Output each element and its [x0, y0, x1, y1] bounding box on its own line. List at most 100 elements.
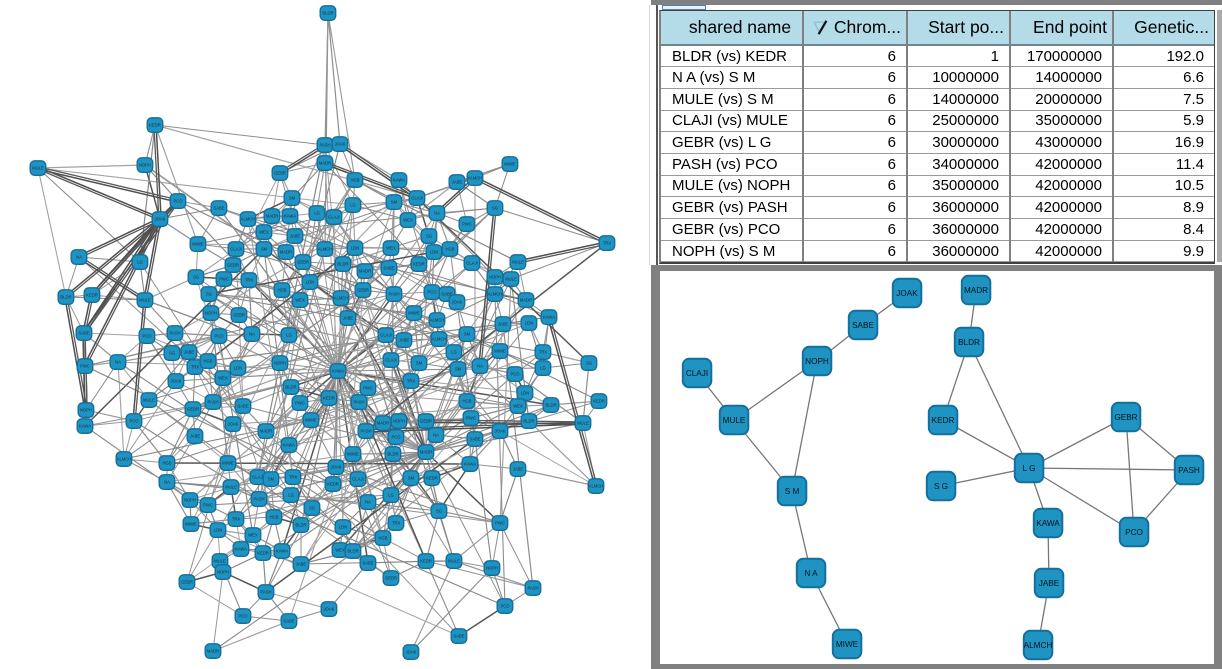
svg-text:ALMCH: ALMCH [1024, 641, 1053, 650]
svg-text:PASH: PASH [319, 143, 330, 148]
svg-text:PASH: PASH [527, 586, 538, 591]
svg-text:MIWE: MIWE [305, 418, 317, 423]
svg-text:SABE: SABE [383, 266, 394, 271]
svg-text:LDN: LDN [525, 321, 533, 326]
svg-text:JOAK: JOAK [331, 465, 342, 470]
svg-text:SM: SM [268, 477, 275, 482]
svg-text:JABE: JABE [190, 434, 201, 439]
svg-text:BLDR: BLDR [347, 549, 358, 554]
svg-text:SG: SG [426, 234, 432, 239]
svg-text:TRX: TRX [289, 475, 298, 480]
svg-text:TRX: TRX [603, 241, 612, 246]
svg-text:GEBR: GEBR [187, 407, 199, 412]
svg-text:MADR: MADR [260, 429, 272, 434]
svg-text:MULE: MULE [723, 416, 746, 425]
svg-text:TRX: TRX [232, 517, 241, 522]
svg-text:KAWA: KAWA [464, 462, 476, 467]
svg-text:TRX: TRX [392, 521, 401, 526]
svg-text:PASH: PASH [260, 590, 271, 595]
svg-text:SABE: SABE [213, 206, 224, 211]
svg-text:MADR: MADR [207, 649, 219, 654]
svg-text:HGB: HGB [378, 536, 387, 541]
svg-text:GEBR: GEBR [1114, 413, 1137, 422]
svg-text:TRX: TRX [245, 278, 254, 283]
svg-text:S M: S M [785, 487, 800, 496]
svg-text:ALMCH: ALMCH [432, 337, 447, 342]
svg-text:GEBR: GEBR [420, 419, 432, 424]
svg-text:JABE: JABE [184, 350, 195, 355]
svg-text:SM: SM [408, 476, 415, 481]
svg-text:KAWA: KAWA [543, 315, 555, 320]
svg-text:HGB: HGB [203, 359, 212, 364]
svg-text:KEDR: KEDR [932, 416, 955, 425]
svg-text:SG: SG [492, 206, 498, 211]
svg-text:NOPH: NOPH [217, 570, 229, 575]
svg-text:SABE: SABE [362, 561, 373, 566]
svg-text:KEDR: KEDR [257, 551, 269, 556]
svg-text:NOPH: NOPH [274, 361, 286, 366]
svg-text:KEDR: KEDR [593, 399, 605, 404]
svg-text:KEDR: KEDR [420, 559, 432, 564]
svg-text:JOAK: JOAK [406, 650, 417, 655]
svg-text:KEDR: KEDR [86, 293, 98, 298]
svg-text:NOPH: NOPH [486, 566, 498, 571]
svg-text:PWC: PWC [363, 386, 373, 391]
svg-text:BLDR: BLDR [322, 11, 333, 16]
svg-text:WEX: WEX [218, 376, 228, 381]
svg-text:CLAJI: CLAJI [380, 333, 391, 338]
svg-text:ALMCH: ALMCH [334, 296, 349, 301]
svg-text:PWC: PWC [219, 277, 229, 282]
svg-text:MULE: MULE [214, 559, 226, 564]
svg-text:SABE: SABE [441, 292, 452, 297]
svg-text:GEBR: GEBR [274, 171, 286, 176]
svg-text:MADR: MADR [319, 161, 331, 166]
svg-text:JOAK: JOAK [452, 300, 463, 305]
svg-text:JOAK: JOAK [228, 422, 239, 427]
svg-text:PCO: PCO [391, 435, 401, 440]
svg-text:NOPH: NOPH [139, 163, 151, 168]
svg-text:SM: SM [416, 361, 423, 366]
svg-text:WEX: WEX [259, 230, 269, 235]
svg-text:JABE: JABE [1039, 579, 1060, 588]
svg-text:LDN: LDN [430, 250, 438, 255]
svg-text:CLAJI: CLAJI [328, 215, 339, 220]
svg-text:NOPH: NOPH [393, 419, 405, 424]
svg-text:LDN: LDN [521, 391, 529, 396]
svg-text:NOPH: NOPH [205, 311, 217, 316]
svg-text:N A: N A [804, 569, 818, 578]
svg-text:MADR: MADR [964, 286, 988, 295]
svg-text:GEBR: GEBR [233, 313, 245, 318]
svg-text:GEBR: GEBR [227, 263, 239, 268]
svg-text:CLAJI: CLAJI [686, 369, 708, 378]
svg-text:MIWE: MIWE [408, 311, 420, 316]
svg-text:CLAJI: CLAJI [252, 475, 263, 480]
svg-text:BLDR: BLDR [60, 295, 71, 300]
svg-text:LG: LG [451, 350, 457, 355]
svg-text:ALMCH: ALMCH [589, 484, 604, 489]
svg-text:WEX: WEX [403, 218, 413, 223]
svg-text:S G: S G [934, 482, 948, 491]
svg-text:PASH: PASH [353, 400, 364, 405]
svg-text:MIWE: MIWE [504, 162, 516, 167]
svg-text:LDN: LDN [339, 525, 347, 530]
svg-text:LDN: LDN [234, 366, 242, 371]
svg-text:TRX: TRX [191, 365, 200, 370]
svg-text:JABE: JABE [452, 180, 463, 185]
svg-text:NA: NA [365, 500, 371, 505]
svg-text:PASH: PASH [360, 429, 371, 434]
svg-text:MULE: MULE [512, 260, 524, 265]
svg-text:CLAJI: CLAJI [352, 477, 363, 482]
svg-text:SM: SM [464, 332, 471, 337]
svg-text:MADR: MADR [266, 214, 278, 219]
svg-text:ALMCH: ALMCH [241, 217, 256, 222]
svg-text:KAWA: KAWA [235, 547, 247, 552]
svg-text:HGB: HGB [277, 288, 286, 293]
svg-text:KAWA: KAWA [276, 549, 288, 554]
svg-text:BLDR: BLDR [295, 523, 306, 528]
svg-text:MULE: MULE [32, 166, 44, 171]
svg-text:JABE: JABE [343, 316, 354, 321]
svg-text:NA: NA [433, 433, 439, 438]
svg-text:NA: NA [249, 332, 255, 337]
svg-text:NA: NA [115, 360, 121, 365]
svg-text:JOAK: JOAK [495, 429, 506, 434]
